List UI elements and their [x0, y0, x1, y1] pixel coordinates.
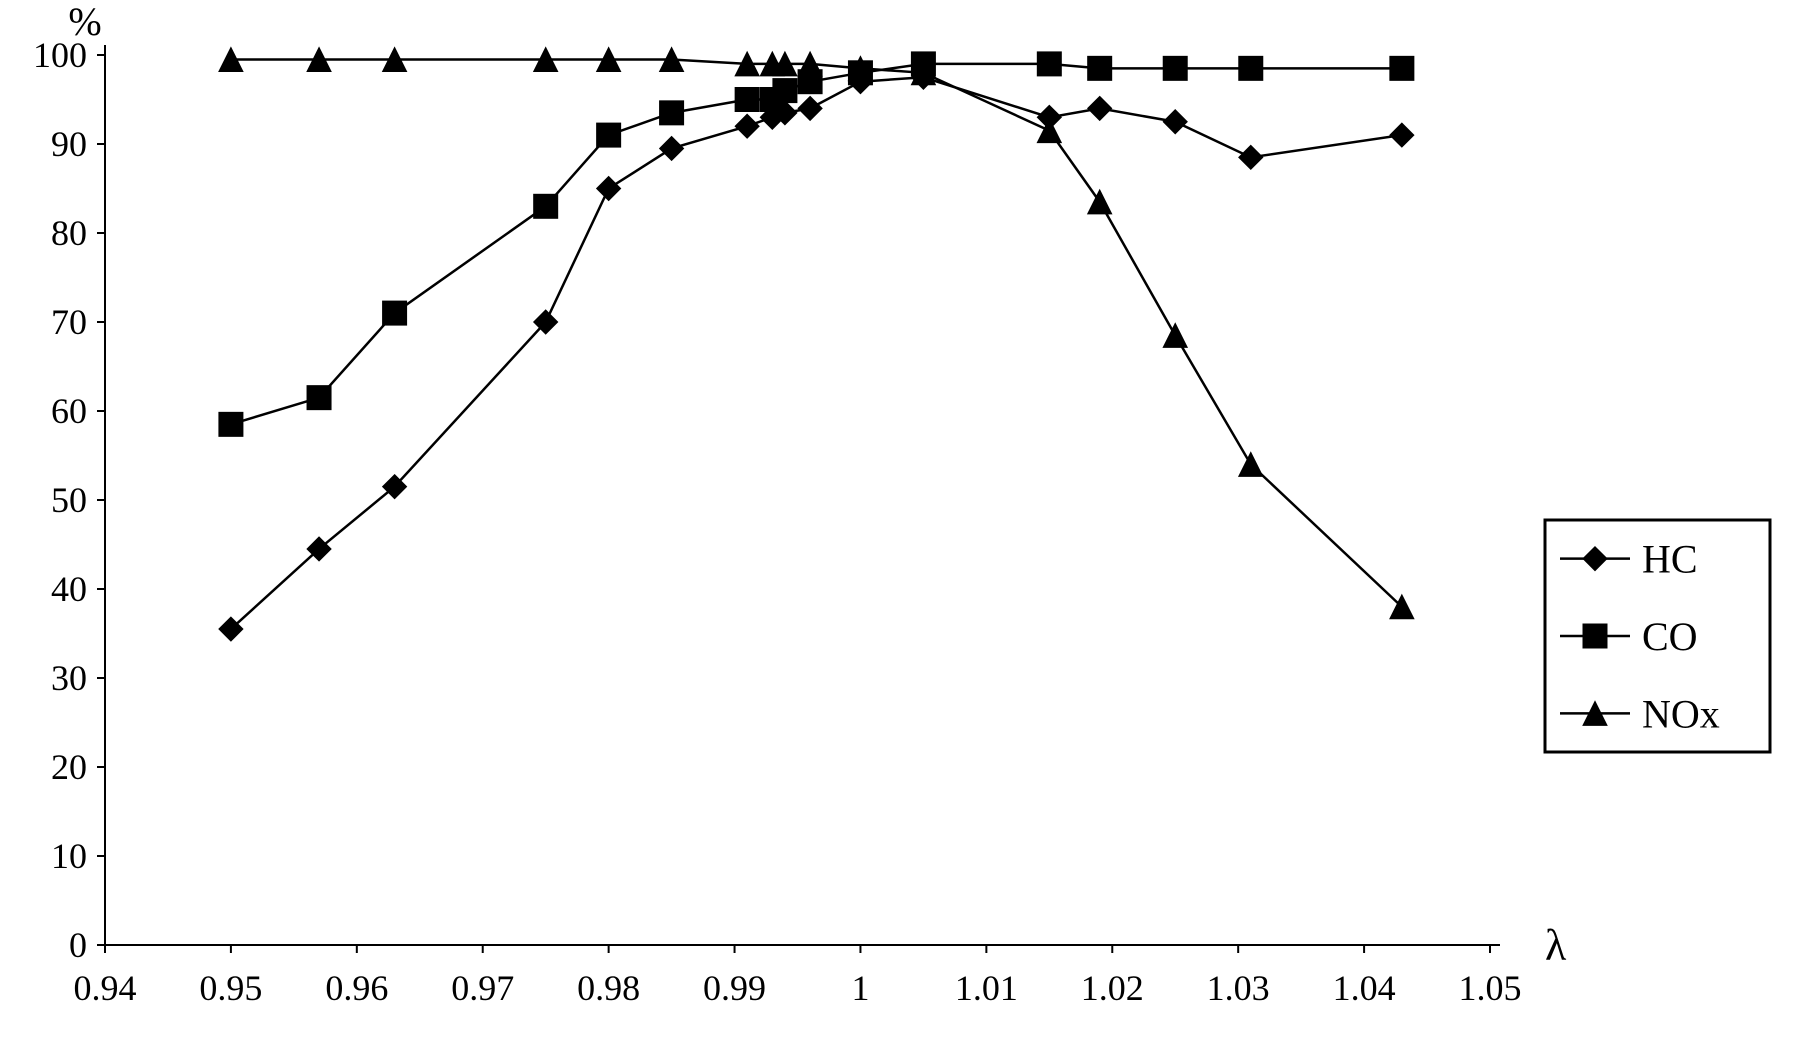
svg-text:%: %	[68, 0, 101, 44]
svg-text:50: 50	[51, 480, 87, 520]
svg-text:20: 20	[51, 747, 87, 787]
svg-text:60: 60	[51, 391, 87, 431]
chart-svg: 01020304050607080901000.940.950.960.970.…	[0, 0, 1811, 1063]
svg-text:40: 40	[51, 569, 87, 609]
svg-text:0: 0	[69, 925, 87, 965]
svg-text:1.05: 1.05	[1459, 968, 1522, 1008]
svg-text:80: 80	[51, 213, 87, 253]
svg-text:1.01: 1.01	[955, 968, 1018, 1008]
svg-text:70: 70	[51, 302, 87, 342]
svg-text:30: 30	[51, 658, 87, 698]
svg-text:90: 90	[51, 124, 87, 164]
svg-text:0.97: 0.97	[451, 968, 514, 1008]
svg-text:HC: HC	[1642, 537, 1698, 582]
svg-text:NOx: NOx	[1642, 691, 1720, 736]
svg-text:1: 1	[851, 968, 869, 1008]
svg-text:1.04: 1.04	[1333, 968, 1396, 1008]
svg-text:0.96: 0.96	[325, 968, 388, 1008]
svg-text:1.02: 1.02	[1081, 968, 1144, 1008]
svg-text:λ: λ	[1545, 921, 1567, 970]
svg-text:0.99: 0.99	[703, 968, 766, 1008]
svg-text:0.94: 0.94	[74, 968, 137, 1008]
svg-text:0.95: 0.95	[199, 968, 262, 1008]
chart-container: 01020304050607080901000.940.950.960.970.…	[0, 0, 1811, 1063]
svg-text:CO: CO	[1642, 614, 1698, 659]
svg-text:1.03: 1.03	[1207, 968, 1270, 1008]
svg-text:10: 10	[51, 836, 87, 876]
svg-text:0.98: 0.98	[577, 968, 640, 1008]
